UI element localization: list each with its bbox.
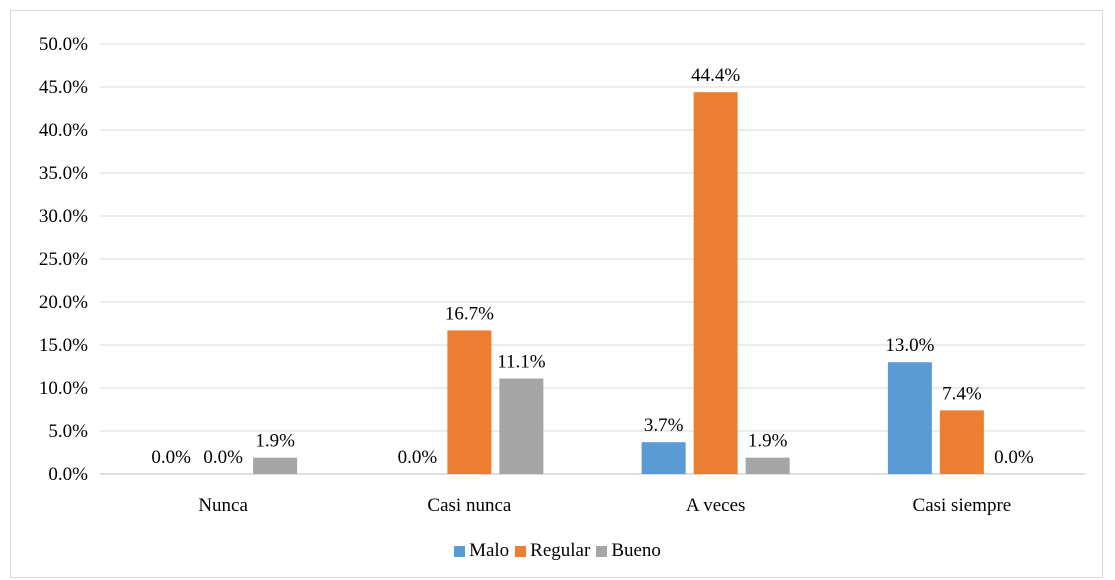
data-label: 13.0% bbox=[885, 335, 934, 356]
data-label: 0.0% bbox=[203, 447, 243, 468]
data-label: 0.0% bbox=[994, 447, 1034, 468]
data-label: 0.0% bbox=[151, 447, 191, 468]
data-label: 1.9% bbox=[748, 431, 788, 452]
data-label: 1.9% bbox=[255, 431, 295, 452]
data-label: 0.0% bbox=[398, 447, 438, 468]
x-tick-label: Casi siempre bbox=[913, 495, 1012, 516]
legend-item-bueno: Bueno bbox=[596, 540, 661, 562]
y-tick-label: 5.0% bbox=[48, 421, 88, 442]
legend: Malo Regular Bueno bbox=[0, 540, 1115, 563]
y-tick-label: 15.0% bbox=[39, 335, 88, 356]
bar-malo bbox=[887, 362, 932, 474]
x-tick-label: Casi nunca bbox=[427, 495, 511, 516]
y-tick-label: 35.0% bbox=[39, 163, 88, 184]
legend-label: Malo bbox=[469, 540, 510, 561]
data-label: 16.7% bbox=[445, 303, 494, 324]
bar-bueno bbox=[745, 457, 790, 474]
y-tick-label: 20.0% bbox=[39, 292, 88, 313]
y-tick-label: 10.0% bbox=[39, 378, 88, 399]
data-label: 7.4% bbox=[942, 383, 982, 404]
y-tick-label: 0.0% bbox=[48, 464, 88, 485]
legend-label: Bueno bbox=[611, 540, 661, 561]
legend-swatch bbox=[596, 545, 608, 557]
y-tick-label: 40.0% bbox=[39, 120, 88, 141]
bar-regular bbox=[693, 92, 738, 474]
chart-frame bbox=[10, 10, 1103, 578]
bar-regular bbox=[939, 410, 984, 474]
y-tick-label: 25.0% bbox=[39, 249, 88, 270]
bar-bueno bbox=[253, 457, 298, 474]
data-label: 3.7% bbox=[644, 415, 684, 436]
bar-regular bbox=[447, 330, 492, 474]
x-tick-label: Nunca bbox=[198, 495, 248, 516]
bar-malo bbox=[641, 442, 686, 474]
y-tick-label: 45.0% bbox=[39, 77, 88, 98]
data-label: 11.1% bbox=[497, 352, 546, 373]
legend-swatch bbox=[515, 545, 527, 557]
legend-label: Regular bbox=[530, 540, 591, 561]
data-label: 44.4% bbox=[691, 65, 740, 86]
legend-swatch bbox=[454, 545, 466, 557]
legend-item-regular: Regular bbox=[515, 540, 590, 562]
y-tick-label: 50.0% bbox=[39, 34, 88, 55]
y-tick-label: 30.0% bbox=[39, 206, 88, 227]
bar-bueno bbox=[499, 378, 544, 474]
x-tick-label: A veces bbox=[686, 495, 746, 516]
legend-item-malo: Malo bbox=[454, 540, 509, 562]
